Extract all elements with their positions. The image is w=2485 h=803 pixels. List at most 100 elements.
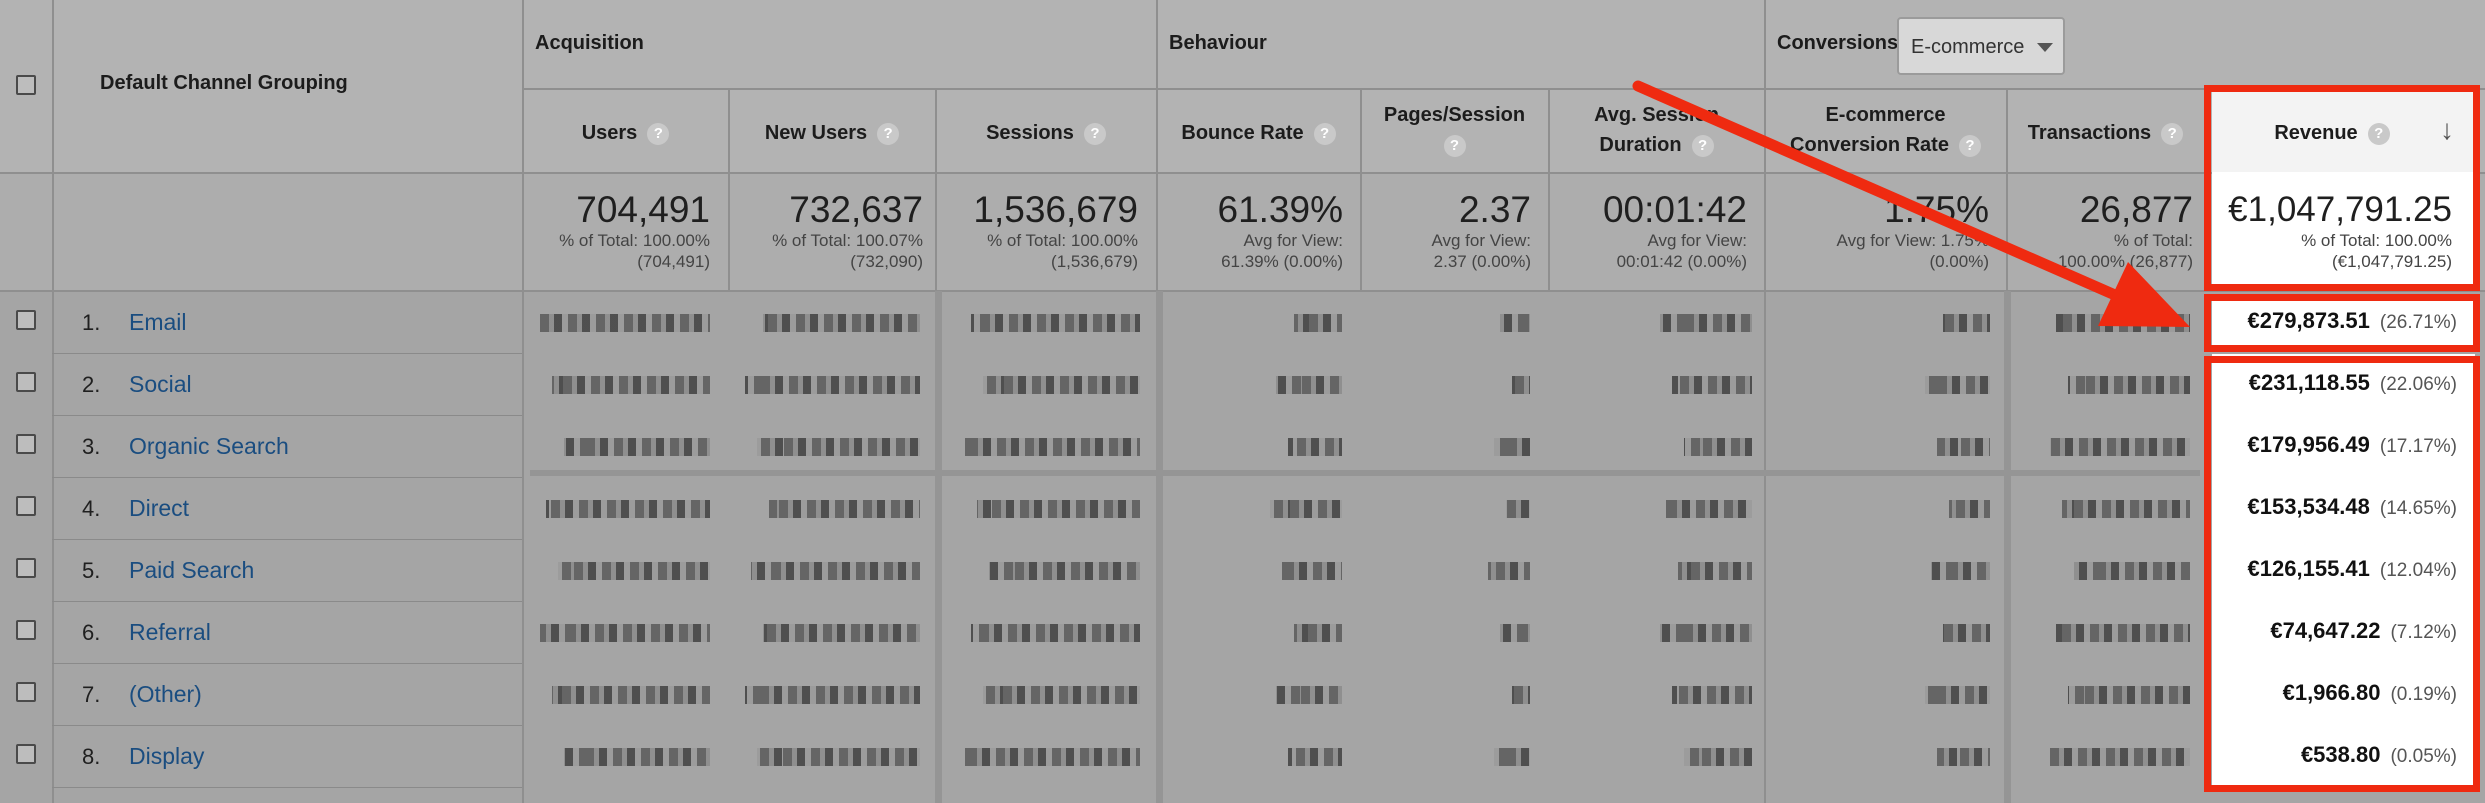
revenue-value: €231,118.55 <box>2248 370 2370 395</box>
redacted-value <box>1931 562 1990 580</box>
table-header <box>0 0 2485 173</box>
redacted-value <box>564 748 710 766</box>
help-icon[interactable]: ? <box>1958 134 1981 157</box>
redacted-value <box>2068 686 2190 704</box>
redacted-value <box>540 624 710 642</box>
column-header-ecommerce-conversion-rate[interactable]: E-commerce Conversion Rate? <box>1765 100 2006 160</box>
redacted-value <box>546 500 710 518</box>
conversions-group-label: Conversions <box>1777 32 1899 54</box>
channel-link[interactable]: Social <box>129 371 192 397</box>
row-checkbox[interactable] <box>16 744 36 764</box>
row-checkbox[interactable] <box>16 682 36 702</box>
row-checkbox[interactable] <box>16 496 36 516</box>
channel-link[interactable]: (Other) <box>129 681 202 707</box>
conversion-type-select[interactable]: E-commerce <box>1897 17 2065 75</box>
table-row[interactable]: 7. (Other) €1,966.80 (0.19%) <box>0 664 2485 726</box>
sort-descending-icon[interactable]: ↓ <box>2440 114 2454 145</box>
redacted-value <box>558 562 710 580</box>
redacted-value <box>2050 748 2190 766</box>
redacted-value <box>971 314 1140 332</box>
table-row[interactable]: 3. Organic Search €179,956.49 (17.17%) <box>0 416 2485 478</box>
behaviour-group-label: Behaviour <box>1169 32 1267 54</box>
channel-link[interactable]: Display <box>129 743 205 769</box>
row-checkbox[interactable] <box>16 620 36 640</box>
redacted-value <box>1943 314 1990 332</box>
redacted-value <box>1488 562 1530 580</box>
redacted-value <box>983 686 1140 704</box>
help-icon[interactable]: ? <box>1083 122 1106 145</box>
revenue-percent: (14.65%) <box>2379 498 2457 519</box>
redacted-value <box>1276 376 1342 394</box>
help-icon[interactable]: ? <box>2161 122 2184 145</box>
redacted-value <box>1666 500 1752 518</box>
row-index: 1. <box>82 310 101 335</box>
redacted-value <box>763 314 920 332</box>
row-checkbox[interactable] <box>16 558 36 578</box>
redacted-value <box>1294 314 1342 332</box>
chevron-down-icon <box>2037 43 2053 52</box>
channel-link[interactable]: Direct <box>129 495 190 521</box>
channel-link[interactable]: Paid Search <box>129 557 255 583</box>
revenue-value: €126,155.41 <box>2247 556 2370 581</box>
select-all-checkbox[interactable] <box>16 75 36 95</box>
channel-link[interactable]: Email <box>129 309 187 335</box>
channel-link[interactable]: Organic Search <box>129 433 289 459</box>
highlight-box-top-channel <box>2204 294 2480 352</box>
revenue-value: €74,647.22 <box>2270 618 2381 643</box>
column-header-transactions[interactable]: Transactions? <box>2007 118 2204 148</box>
channel-column-header[interactable]: Default Channel Grouping <box>100 72 348 94</box>
row-index: 2. <box>82 372 101 397</box>
total-revenue: €1,047,791.25% of Total: 100.00% (€1,047,… <box>2228 190 2452 271</box>
revenue-value: €1,966.80 <box>2282 680 2381 705</box>
column-header-users[interactable]: Users? <box>523 118 728 148</box>
column-header-pages-per-session[interactable]: Pages/Session? <box>1361 100 1548 160</box>
row-checkbox[interactable] <box>16 434 36 454</box>
revenue-cell <box>2212 416 2475 478</box>
table-row[interactable]: 5. Paid Search €126,155.41 (12.04%) <box>0 540 2485 602</box>
help-icon[interactable]: ? <box>1691 134 1714 157</box>
redacted-value <box>2050 438 2190 456</box>
revenue-percent: (22.06%) <box>2379 374 2457 395</box>
revenue-percent: (26.71%) <box>2379 312 2457 333</box>
help-icon[interactable]: ? <box>2367 122 2390 145</box>
row-checkbox[interactable] <box>16 310 36 330</box>
revenue-value: €538.80 <box>2300 742 2381 767</box>
redacted-value <box>1660 314 1752 332</box>
redacted-value <box>552 376 710 394</box>
redacted-value <box>757 438 920 456</box>
help-icon[interactable]: ? <box>1443 134 1466 157</box>
redacted-value <box>763 624 920 642</box>
channel-link[interactable]: Referral <box>129 619 211 645</box>
redacted-value <box>1937 748 1990 766</box>
table-row[interactable]: 8. Display €538.80 (0.05%) <box>0 726 2485 788</box>
redacted-value <box>1500 624 1530 642</box>
redacted-value <box>2056 624 2190 642</box>
redacted-value <box>1684 438 1752 456</box>
help-icon[interactable]: ? <box>877 122 900 145</box>
table-row[interactable]: 2. Social €231,118.55 (22.06%) <box>0 354 2485 416</box>
redacted-value <box>769 500 920 518</box>
table-row[interactable]: 6. Referral €74,647.22 (7.12%) <box>0 602 2485 664</box>
row-index: 3. <box>82 434 101 459</box>
row-checkbox[interactable] <box>16 372 36 392</box>
column-header-revenue[interactable]: Revenue? <box>2212 118 2452 148</box>
revenue-percent: (0.05%) <box>2390 746 2457 767</box>
revenue-percent: (12.04%) <box>2379 560 2457 581</box>
acquisition-group-label: Acquisition <box>535 32 644 54</box>
redacted-value <box>965 438 1140 456</box>
column-header-bounce-rate[interactable]: Bounce Rate? <box>1157 118 1360 148</box>
table-row[interactable]: 1. Email €279,873.51 (26.71%) <box>0 292 2485 354</box>
redacted-value <box>745 686 920 704</box>
redacted-value <box>1943 624 1990 642</box>
redacted-value <box>1684 748 1752 766</box>
column-header-sessions[interactable]: Sessions? <box>936 118 1156 148</box>
table-row[interactable]: 4. Direct €153,534.48 (14.65%) <box>0 478 2485 540</box>
help-icon[interactable]: ? <box>647 122 670 145</box>
revenue-cell <box>2212 726 2475 788</box>
redacted-value <box>745 376 920 394</box>
help-icon[interactable]: ? <box>1313 122 1336 145</box>
revenue-percent: (7.12%) <box>2390 622 2457 643</box>
column-header-new-users[interactable]: New Users? <box>729 118 935 148</box>
redacted-value <box>2074 562 2190 580</box>
redacted-value <box>1494 438 1530 456</box>
